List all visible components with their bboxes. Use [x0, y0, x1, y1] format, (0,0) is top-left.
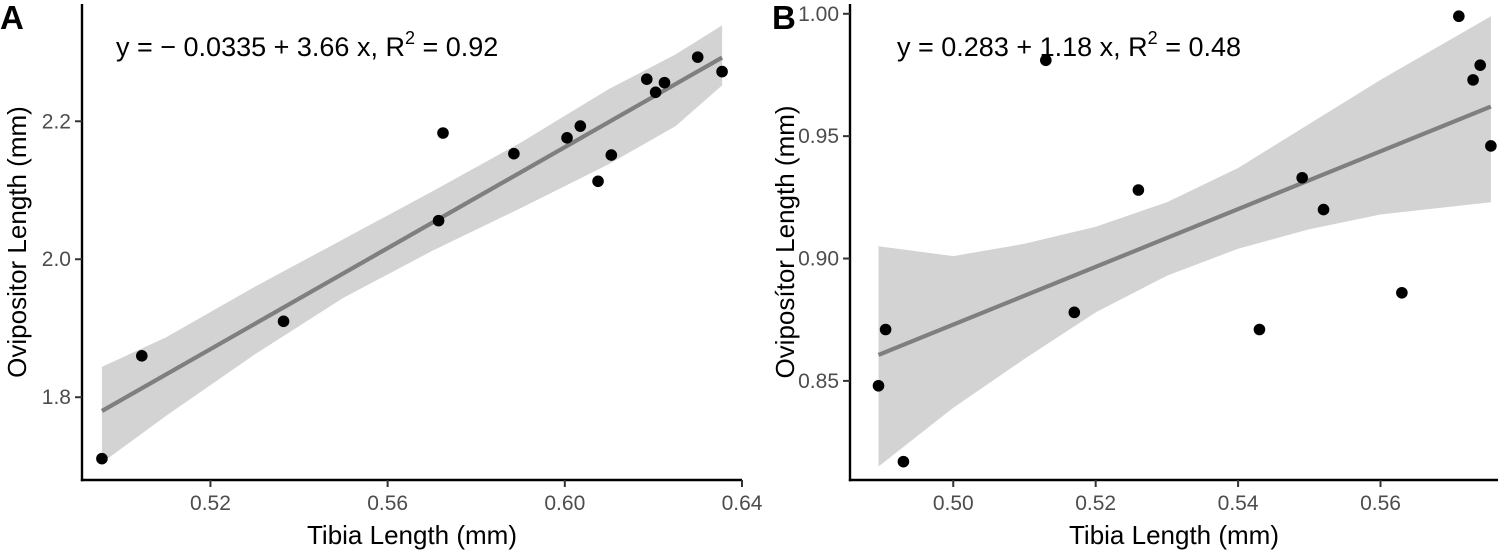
panel-a-x-tick-label-3: 0.60	[544, 492, 585, 515]
panel-b-data-point-4	[1040, 54, 1052, 67]
panel-a-y-tick-label-1: 1.8	[42, 386, 71, 409]
panel-a-regression-line	[100, 55, 724, 413]
panel-b: 0.50 0.52 0.54 0.56 0.85 0.90 0.95 1.00 Tibia Le…	[770, 0, 1498, 550]
panel-b-data-point-14	[1485, 140, 1497, 152]
panel-a-data-point-2	[135, 350, 148, 362]
panel-b-y-axis-title: Oviposítor Length (mm)	[770, 105, 800, 378]
panel-b-data-point-13	[1474, 59, 1486, 71]
panel-a-confidence-band	[101, 25, 723, 463]
panel-b-regression-equation: y = 0.283 + 1.18 x, R2 = 0.48	[897, 28, 1241, 62]
panel-b-data-point-2	[879, 323, 892, 336]
panel-b-y-tick-label-1: 0.85	[798, 370, 839, 393]
panel-b-x-tick-label-1: 0.50	[933, 492, 974, 515]
panel-b-y-tick-label-2: 0.90	[798, 248, 839, 271]
panel-b-data-point-12	[1467, 74, 1479, 86]
panel-b-data-point-5	[1068, 306, 1081, 319]
panel-a-data-point-11	[640, 73, 653, 85]
panel-a-y-tick-label-2: 2.0	[42, 248, 71, 271]
panel-a-data-point-5	[437, 127, 449, 139]
panel-b-regression-line	[877, 104, 1492, 357]
panel-b-y-tick-label-4: 1.00	[798, 3, 839, 26]
panel-a-y-axis-title: Ovipositor Length (mm)	[2, 106, 32, 378]
panel-b-data-point-11	[1453, 10, 1465, 23]
panel-b-data-point-8	[1296, 171, 1308, 184]
panel-b-x-axis-title: Tibia Length (mm)	[1069, 520, 1279, 550]
panel-b-x-tick-label-4: 0.56	[1360, 492, 1401, 515]
panel-a-data-point-8	[574, 120, 587, 132]
panel-b-data-point-3	[897, 455, 910, 468]
panel-a-data-point-7	[561, 132, 573, 144]
panel-a-data-point-3	[277, 315, 290, 328]
panel-a-letter: A	[0, 0, 24, 36]
panel-b-y-tick-label-3: 0.95	[798, 125, 839, 148]
panel-a-x-tick-label-1: 0.52	[190, 492, 231, 515]
panel-b-x-tick-label-3: 0.54	[1218, 492, 1259, 515]
panel-a: 0.52 0.56 0.60 0.64 1.8 2.0 2.2 Tibia Length (m…	[0, 0, 763, 550]
panel-a-regression-equation: y = − 0.0335 + 3.66 x, R2 = 0.92	[116, 28, 498, 62]
panel-b-confidence-band	[878, 16, 1491, 467]
panel-b-data-point-6	[1132, 184, 1145, 196]
panel-b-data-point-9	[1317, 203, 1330, 216]
panel-b-data-point-10	[1396, 286, 1408, 299]
panel-b-x-tick-label-2: 0.52	[1075, 492, 1116, 515]
panel-b-letter: B	[772, 0, 796, 36]
panel-b-data-point-1	[872, 379, 885, 392]
panel-a-data-point-9	[592, 175, 604, 188]
panel-a-x-tick-label-4: 0.64	[722, 492, 763, 515]
panel-a-x-axis-title: Tibia Length (mm)	[307, 520, 517, 550]
panel-a-data-point-4	[432, 214, 445, 227]
panel-a-data-point-6	[508, 147, 520, 160]
panel-a-y-tick-label-3: 2.2	[42, 110, 71, 133]
panel-a-data-point-13	[658, 76, 671, 89]
panel-a-data-point-1	[96, 452, 108, 465]
panel-b-data-point-7	[1253, 323, 1266, 336]
panel-a-data-point-15	[716, 65, 728, 78]
panel-a-data-point-14	[691, 51, 704, 63]
panel-a-data-point-12	[649, 86, 662, 99]
panel-a-data-point-10	[605, 149, 618, 161]
panel-a-x-tick-label-2: 0.56	[367, 492, 408, 515]
